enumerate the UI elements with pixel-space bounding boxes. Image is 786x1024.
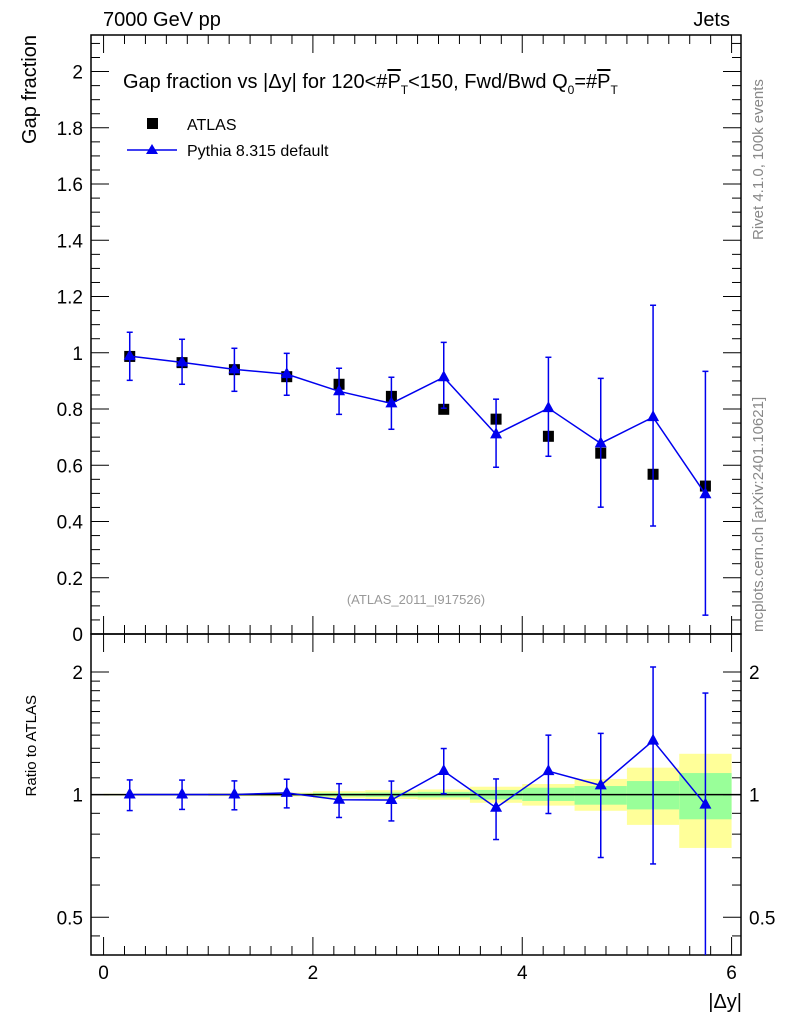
- chart-title: Gap fraction vs |Δy| for 120<#PT<150, Fw…: [123, 71, 619, 97]
- pythia-ratio-point: [280, 785, 293, 797]
- pythia-point: [385, 396, 398, 408]
- pythia-point: [699, 487, 712, 499]
- pythia-ratio-point: [437, 764, 450, 776]
- x-axis-label: |Δy|: [708, 991, 742, 1013]
- main-y-tick-label: 0.2: [57, 569, 83, 590]
- y-axis-label: Gap fraction: [19, 35, 41, 144]
- main-y-tick-label: 1.6: [57, 175, 83, 196]
- header-left: 7000 GeV pp: [103, 9, 221, 31]
- ratio-y-axis-label: Ratio to ATLAS: [23, 695, 40, 796]
- pythia-point: [490, 427, 503, 439]
- pythia-point: [647, 410, 660, 422]
- pythia-point: [594, 436, 607, 448]
- pythia-ratio-point: [385, 793, 398, 805]
- pythia-ratio-point: [123, 787, 136, 799]
- ratio-y-tick-label: 0.5: [57, 908, 83, 929]
- main-y-tick-label: 0.4: [57, 513, 84, 534]
- header-right: Jets: [693, 9, 730, 31]
- main-y-tick-label: 1.2: [57, 288, 83, 309]
- x-tick-label: 2: [308, 963, 319, 984]
- pythia-point: [228, 362, 241, 374]
- legend: ATLAS Pythia 8.315 default: [127, 117, 329, 160]
- main-y-tick-label: 1.8: [57, 119, 83, 140]
- pythia-ratio-point: [594, 778, 607, 790]
- x-tick-label: 6: [726, 963, 737, 984]
- legend-mc-label: Pythia 8.315 default: [187, 143, 329, 160]
- legend-atlas-label: ATLAS: [187, 117, 237, 134]
- analysis-label: (ATLAS_2011_I917526): [347, 592, 485, 607]
- main-y-tick-label: 2: [72, 63, 83, 84]
- main-y-tick-label: 0.6: [57, 456, 83, 477]
- pythia-ratio-point: [228, 787, 241, 799]
- pythia-ratio-point: [699, 797, 712, 809]
- main-y-tick-label: 0.8: [57, 400, 83, 421]
- pythia-ratio-point: [333, 792, 346, 804]
- main-y-tick-label: 1.4: [57, 231, 84, 252]
- mcplots-label: mcplots.cern.ch [arXiv:2401.10621]: [750, 397, 767, 632]
- pythia-line: [129, 355, 707, 495]
- pythia-ratio-point: [647, 733, 660, 745]
- ratio-y-tick-label: 2: [72, 663, 83, 684]
- ratio-y-tick-label-right: 1: [749, 786, 760, 807]
- legend-mc-marker: [146, 144, 158, 154]
- x-tick-label: 4: [517, 963, 528, 984]
- pythia-point: [542, 401, 555, 413]
- main-y-tick-label: 1: [72, 344, 83, 365]
- pythia-point: [437, 370, 450, 382]
- pythia-point: [333, 384, 346, 396]
- x-tick-label: 0: [98, 963, 109, 984]
- pythia-point: [176, 355, 189, 367]
- main-y-tick-label: 0: [72, 625, 83, 646]
- pythia-ratio-point: [542, 764, 555, 776]
- ratio-y-tick-label-right: 0.5: [749, 908, 775, 929]
- pythia-ratio-point: [490, 800, 503, 812]
- ratio-y-tick-label: 1: [72, 786, 83, 807]
- pythia-point: [280, 367, 293, 379]
- pythia-point: [123, 349, 136, 361]
- atlas-data-point: [438, 403, 450, 415]
- ratio-y-tick-label-right: 2: [749, 663, 760, 684]
- pythia-ratio-line: [129, 739, 706, 809]
- legend-atlas-marker: [147, 118, 158, 129]
- rivet-label: Rivet 4.1.0, 100k events: [750, 79, 767, 240]
- pythia-ratio-point: [176, 787, 189, 799]
